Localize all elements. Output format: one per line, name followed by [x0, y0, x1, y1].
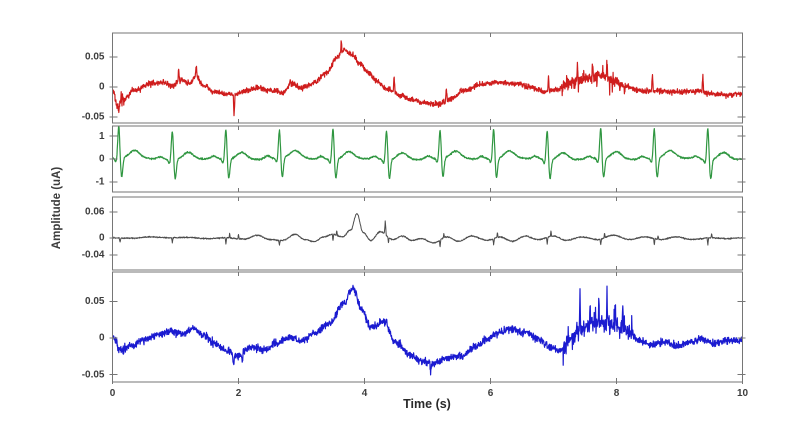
x-tick-label: 10 — [737, 388, 749, 399]
y-tick-label: -0.05 — [82, 369, 105, 380]
y-tick-label: 0.05 — [85, 296, 105, 307]
y-tick-label: 0 — [99, 154, 105, 165]
panel-border-channel-1-red — [112, 32, 743, 124]
x-tick-label: 0 — [110, 388, 116, 399]
x-tick-label: 2 — [236, 388, 242, 399]
x-tick-label: 4 — [362, 388, 368, 399]
y-tick-label: -0.04 — [82, 250, 105, 261]
y-tick-label: 0.06 — [85, 207, 105, 218]
y-axis-label: Amplitude (uA) — [51, 166, 63, 250]
panel-border-channel-3-black — [112, 196, 743, 271]
x-tick-label: 8 — [614, 388, 620, 399]
y-tick-label: -0.05 — [82, 112, 105, 123]
y-tick-label: -1 — [96, 176, 105, 187]
trace-channel-1-red — [112, 40, 743, 117]
y-tick-label: 1 — [99, 131, 105, 142]
panel-border-channel-4-blue — [112, 271, 743, 383]
y-tick-label: 0.05 — [85, 52, 105, 63]
trace-channel-4-blue — [112, 284, 743, 376]
y-tick-label: 0 — [99, 82, 105, 93]
y-tick-label: 0 — [99, 232, 105, 243]
trace-channel-2-green — [112, 126, 743, 180]
x-axis-label: Time (s) — [403, 397, 451, 411]
trace-channel-3-black — [112, 213, 743, 248]
y-tick-label: 0 — [99, 333, 105, 344]
x-tick-label: 6 — [488, 388, 494, 399]
